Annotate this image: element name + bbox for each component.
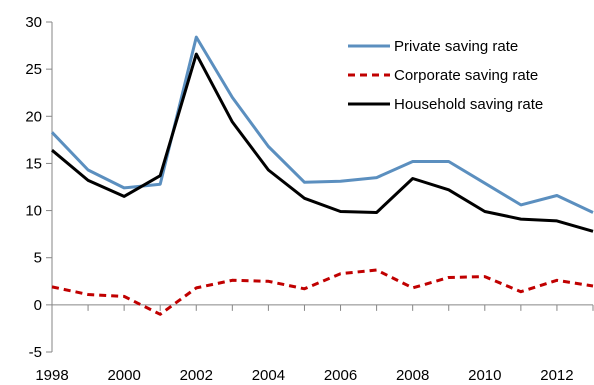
x-tick-label: 2000 xyxy=(107,367,140,384)
legend: Private saving rate Corporate saving rate… xyxy=(348,38,543,113)
x-tick-label: 2002 xyxy=(180,367,213,384)
legend-label: Household saving rate xyxy=(394,96,543,113)
x-tick-label: 2004 xyxy=(252,367,285,384)
x-tick-label: 2010 xyxy=(468,367,501,384)
series-line-corporate-saving-rate xyxy=(51,268,594,316)
series-line-private-saving-rate xyxy=(50,35,594,214)
series-line-household-saving-rate xyxy=(51,52,594,233)
axes xyxy=(51,22,593,352)
y-tick-label: 5 xyxy=(34,250,42,267)
y-tick-label: 0 xyxy=(34,297,42,314)
x-tick-label: 1998 xyxy=(35,367,68,384)
y-tick-label: -5 xyxy=(29,344,42,361)
ticks: -5 0 5 10 15 20 25 30 1998 2000 2002 2004 2006 2008 20… xyxy=(25,14,594,384)
y-tick-label: 20 xyxy=(25,108,42,125)
x-tick-label: 2006 xyxy=(324,367,357,384)
legend-label: Private saving rate xyxy=(394,38,518,55)
y-tick-label: 25 xyxy=(25,61,42,78)
x-tick-label: 2012 xyxy=(540,367,573,384)
y-tick-label: 15 xyxy=(25,155,42,172)
legend-label: Corporate saving rate xyxy=(394,67,538,84)
series-lines xyxy=(50,35,594,316)
x-tick-label: 2008 xyxy=(396,367,429,384)
y-tick-label: 10 xyxy=(25,203,42,220)
y-tick-label: 30 xyxy=(25,14,42,31)
